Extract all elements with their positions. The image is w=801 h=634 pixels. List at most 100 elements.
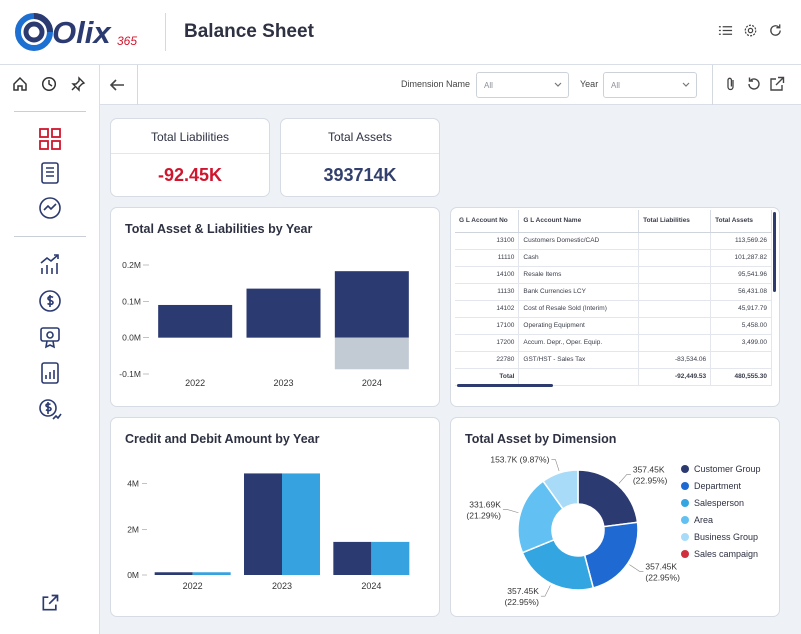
table-row[interactable]: 22780 GST/HST - Sales Tax -83,534.06 (455, 351, 772, 369)
page-title: Balance Sheet (184, 21, 314, 42)
legend-swatch (681, 498, 689, 507)
horizontal-scrollbar[interactable] (457, 384, 553, 387)
table-row[interactable]: 13100 Customers Domestic/CAD 113,569.26 (455, 232, 772, 250)
growth-chart-icon[interactable] (38, 252, 62, 276)
table-cell: Bank Currencies LCY (518, 283, 640, 301)
report-icon[interactable] (38, 361, 62, 385)
data-label-line: (22.95%) (504, 597, 539, 607)
table-cell: Cost of Resale Sold (Interim) (518, 300, 640, 318)
data-label-line: (22.95%) (633, 475, 668, 485)
year-label: Year (580, 79, 599, 89)
table-row[interactable]: 17200 Accum. Depr., Oper. Equip. 3,499.00 (455, 334, 772, 352)
olix-logo: Olix 365 (14, 10, 154, 54)
table-cell: 480,555.30 (710, 368, 772, 386)
list-icon[interactable] (718, 23, 733, 38)
table-cell: Accum. Depr., Oper. Equip. (518, 334, 640, 352)
column-header[interactable]: Total Liabilities (638, 210, 712, 233)
asset-dimension-donut: 357.45K (22.95%)357.45K (22.95%)357.45K (22… (466, 455, 680, 608)
legend-swatch (681, 464, 689, 473)
table-cell: -83,534.06 (638, 351, 712, 369)
legend-label: Customer Group (694, 463, 761, 474)
trend-icon[interactable] (38, 196, 62, 220)
table-cell: Total (455, 368, 520, 386)
legend-item[interactable]: Area (681, 511, 761, 528)
certificate-icon[interactable] (38, 325, 62, 349)
data-label: 331.69K (21.29%) (466, 499, 501, 520)
data-label-line: 357.45K (645, 561, 677, 571)
credit-debit-chart-card: Credit and Debit Amount by Year 4M 2M 0M 20… (110, 417, 440, 617)
year-select[interactable]: All (603, 72, 697, 98)
year-select-value: All (611, 81, 620, 90)
leader-line (551, 459, 560, 472)
x-tick-label: 2023 (273, 378, 293, 388)
bar (282, 473, 320, 575)
back-arrow-icon[interactable] (108, 76, 126, 94)
y-tick-label: -0.1M (119, 369, 141, 379)
table-row[interactable]: 11130 Bank Currencies LCY 56,431.08 (455, 283, 772, 301)
column-header[interactable]: Total Assets (710, 210, 772, 233)
table-cell: Customers Domestic/CAD (518, 232, 640, 250)
legend-item[interactable]: Sales campaign (681, 545, 761, 562)
leader-line (618, 474, 631, 484)
bar (244, 473, 282, 575)
leader-line (629, 564, 644, 572)
legend-swatch (681, 532, 689, 541)
reset-icon[interactable] (746, 76, 762, 92)
external-link-icon[interactable] (40, 593, 60, 613)
y-tick-label: 0.2M (122, 260, 141, 270)
table-cell: 14100 (455, 266, 520, 284)
sidebar-divider-2 (14, 236, 86, 237)
data-label-line: (21.29%) (466, 510, 501, 520)
table-row[interactable]: 14102 Cost of Resale Sold (Interim) 45,917… (455, 300, 772, 318)
legend-label: Business Group (694, 531, 759, 542)
chart-title: Credit and Debit Amount by Year (125, 432, 320, 446)
kpi-total-assets: Total Assets 393714K (280, 118, 440, 197)
table-row[interactable]: 14100 Resale Items 95,541.96 (455, 266, 772, 284)
pin-icon[interactable] (70, 76, 86, 92)
clock-icon[interactable] (41, 76, 57, 92)
table-cell (638, 266, 712, 284)
dashboard-icon[interactable] (38, 127, 62, 151)
column-header[interactable]: G L Account Name (518, 210, 640, 233)
legend-item[interactable]: Salesperson (681, 494, 761, 511)
table-row[interactable]: 17100 Operating Equipment 5,458.00 (455, 317, 772, 335)
dimension-select[interactable]: All (476, 72, 569, 98)
column-header[interactable]: G L Account No (455, 210, 520, 233)
document-icon[interactable] (38, 161, 62, 185)
x-tick-label: 2024 (361, 581, 381, 591)
leader-line (540, 585, 551, 597)
gear-icon[interactable] (743, 23, 758, 38)
data-label: 357.45K (22.95%) (633, 464, 668, 485)
table-row[interactable]: 11110 Cash 101,287.82 (455, 249, 772, 267)
table-cell (638, 283, 712, 301)
table-cell: -92,449.53 (638, 368, 712, 386)
sidebar-divider (14, 111, 86, 112)
leader-line (502, 509, 519, 514)
header-divider (165, 13, 166, 51)
table-total-row[interactable]: Total -92,449.53 480,555.30 (455, 368, 772, 386)
donut-legend: Customer Group Department Salesperson Area B… (681, 460, 761, 562)
vertical-scrollbar[interactable] (773, 212, 776, 292)
x-tick-label: 2022 (185, 378, 205, 388)
open-external-icon[interactable] (769, 76, 785, 92)
sidebar (0, 65, 100, 634)
attachment-icon[interactable] (723, 76, 739, 92)
home-icon[interactable] (12, 76, 28, 92)
dollar-growth-icon[interactable] (38, 397, 62, 421)
bar (246, 288, 321, 338)
legend-item[interactable]: Business Group (681, 528, 761, 545)
data-label-line: 357.45K (507, 586, 539, 596)
asset-dimension-chart-card: Total Asset by Dimension 357.45K (22.95%)… (450, 417, 780, 617)
gl-account-table-card: G L Account No G L Account Name Total Li… (450, 207, 780, 407)
table-cell: 17200 (455, 334, 520, 352)
table-cell: 113,569.26 (710, 232, 772, 250)
legend-item[interactable]: Department (681, 477, 761, 494)
legend-swatch (681, 481, 689, 490)
table-cell: 95,541.96 (710, 266, 772, 284)
legend-item[interactable]: Customer Group (681, 460, 761, 477)
bar (334, 337, 409, 370)
money-circle-icon[interactable] (38, 289, 62, 313)
refresh-icon[interactable] (768, 23, 783, 38)
gl-account-table: G L Account No G L Account Name Total Li… (455, 210, 772, 386)
chart-title: Total Asset & Liabilities by Year (125, 222, 313, 236)
